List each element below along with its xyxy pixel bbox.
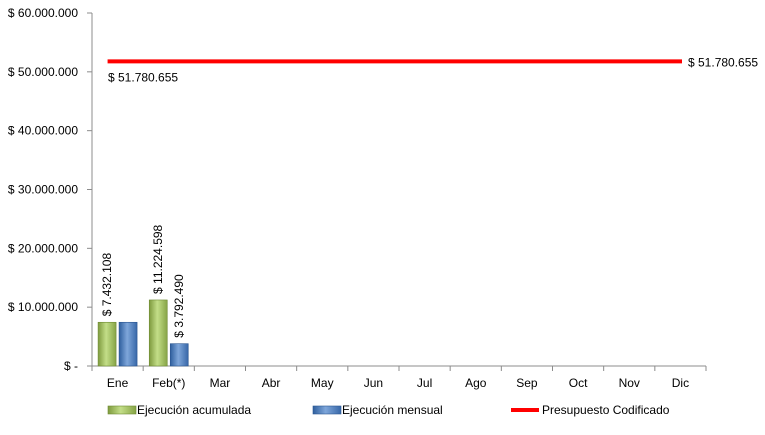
x-tick-label: Dic bbox=[672, 376, 689, 390]
x-tick-label: Ene bbox=[107, 376, 129, 390]
legend-label: Ejecución acumulada bbox=[137, 403, 251, 417]
y-tick-label: $ 60.000.000 bbox=[8, 6, 78, 20]
bars bbox=[97, 299, 189, 367]
legend-swatch-monthly bbox=[312, 405, 342, 415]
accumulated-bar bbox=[148, 299, 168, 367]
y-tick-label: $ 30.000.000 bbox=[8, 183, 78, 197]
budget-line-label-start: $ 51.780.655 bbox=[108, 70, 178, 84]
x-tick-label: Mar bbox=[210, 376, 231, 390]
x-tick-label: Nov bbox=[619, 376, 640, 390]
legend-label: Ejecución mensual bbox=[342, 403, 443, 417]
y-tick-label: $ 50.000.000 bbox=[8, 65, 78, 79]
x-tick-label: Jun bbox=[364, 376, 383, 390]
x-tick-label: Abr bbox=[262, 376, 281, 390]
data-labels: $ 7.432.108 $ 11.224.598 $ 3.792.490 $ 51.7… bbox=[100, 55, 758, 337]
y-tick-label: $ 20.000.000 bbox=[8, 241, 78, 255]
legend-label: Presupuesto Codificado bbox=[542, 403, 670, 417]
y-tick-label: $ - bbox=[64, 359, 78, 373]
bar-data-label: $ 11.224.598 bbox=[151, 224, 165, 294]
axes: $ - $ 10.000.000 $ 20.000.000 $ 30.000.000 $… bbox=[8, 6, 707, 390]
x-tick-label: May bbox=[311, 376, 334, 390]
legend: Ejecución acumulada Ejecución mensual Pres… bbox=[107, 403, 670, 417]
monthly-bar bbox=[169, 343, 189, 367]
budget-line-label-end: $ 51.780.655 bbox=[688, 55, 758, 69]
accumulated-bar bbox=[97, 321, 117, 367]
y-tick-label: $ 10.000.000 bbox=[8, 300, 78, 314]
x-tick-label: Sep bbox=[516, 376, 538, 390]
y-tick-label: $ 40.000.000 bbox=[8, 124, 78, 138]
monthly-bar bbox=[118, 321, 138, 367]
bar-data-label: $ 7.432.108 bbox=[100, 253, 114, 317]
x-tick-label: Ago bbox=[465, 376, 487, 390]
x-tick-label: Oct bbox=[569, 376, 588, 390]
x-tick-label: Jul bbox=[417, 376, 432, 390]
x-tick-label: Feb(*) bbox=[152, 376, 185, 390]
legend-swatch-accumulated bbox=[107, 405, 137, 415]
bar-data-label: $ 3.792.490 bbox=[172, 274, 186, 338]
